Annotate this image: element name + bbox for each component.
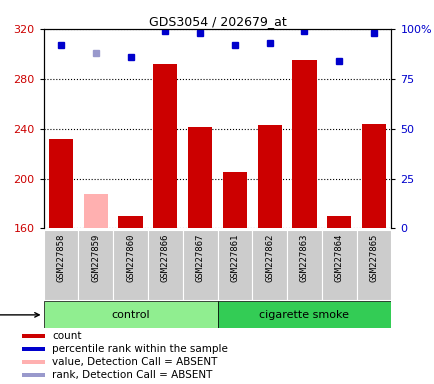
Bar bbox=[148, 230, 182, 300]
Bar bbox=[321, 230, 356, 300]
Bar bbox=[252, 230, 286, 300]
Bar bbox=[326, 216, 351, 228]
Bar bbox=[257, 125, 281, 228]
Text: control: control bbox=[111, 310, 149, 320]
Bar bbox=[22, 360, 45, 364]
Bar bbox=[113, 230, 148, 300]
Bar bbox=[182, 230, 217, 300]
Bar bbox=[222, 172, 247, 228]
Bar bbox=[43, 301, 217, 328]
Bar bbox=[356, 230, 391, 300]
Text: cigarette smoke: cigarette smoke bbox=[259, 310, 349, 320]
Text: rank, Detection Call = ABSENT: rank, Detection Call = ABSENT bbox=[52, 370, 212, 380]
Text: GSM227866: GSM227866 bbox=[161, 234, 169, 282]
Bar bbox=[292, 60, 316, 228]
Text: GSM227867: GSM227867 bbox=[195, 234, 204, 282]
Bar bbox=[22, 334, 45, 338]
Bar bbox=[78, 230, 113, 300]
Bar bbox=[118, 216, 142, 228]
Bar bbox=[43, 230, 78, 300]
Bar bbox=[22, 373, 45, 377]
Title: GDS3054 / 202679_at: GDS3054 / 202679_at bbox=[148, 15, 286, 28]
Bar bbox=[83, 194, 108, 228]
Text: GSM227865: GSM227865 bbox=[369, 234, 378, 282]
Bar bbox=[361, 124, 385, 228]
Bar bbox=[153, 64, 177, 228]
Text: GSM227860: GSM227860 bbox=[126, 234, 135, 282]
Text: agent: agent bbox=[0, 310, 39, 320]
Text: count: count bbox=[52, 331, 82, 341]
Text: GSM227858: GSM227858 bbox=[56, 234, 65, 282]
Bar bbox=[22, 347, 45, 351]
Text: GSM227864: GSM227864 bbox=[334, 234, 343, 282]
Bar bbox=[187, 127, 212, 228]
Bar bbox=[49, 139, 73, 228]
Text: GSM227862: GSM227862 bbox=[265, 234, 273, 282]
Text: GSM227859: GSM227859 bbox=[91, 234, 100, 282]
Bar bbox=[217, 230, 252, 300]
Text: value, Detection Call = ABSENT: value, Detection Call = ABSENT bbox=[52, 357, 217, 367]
Text: GSM227863: GSM227863 bbox=[299, 234, 308, 282]
Text: percentile rank within the sample: percentile rank within the sample bbox=[52, 344, 227, 354]
Bar bbox=[217, 301, 391, 328]
Bar bbox=[286, 230, 321, 300]
Text: GSM227861: GSM227861 bbox=[230, 234, 239, 282]
